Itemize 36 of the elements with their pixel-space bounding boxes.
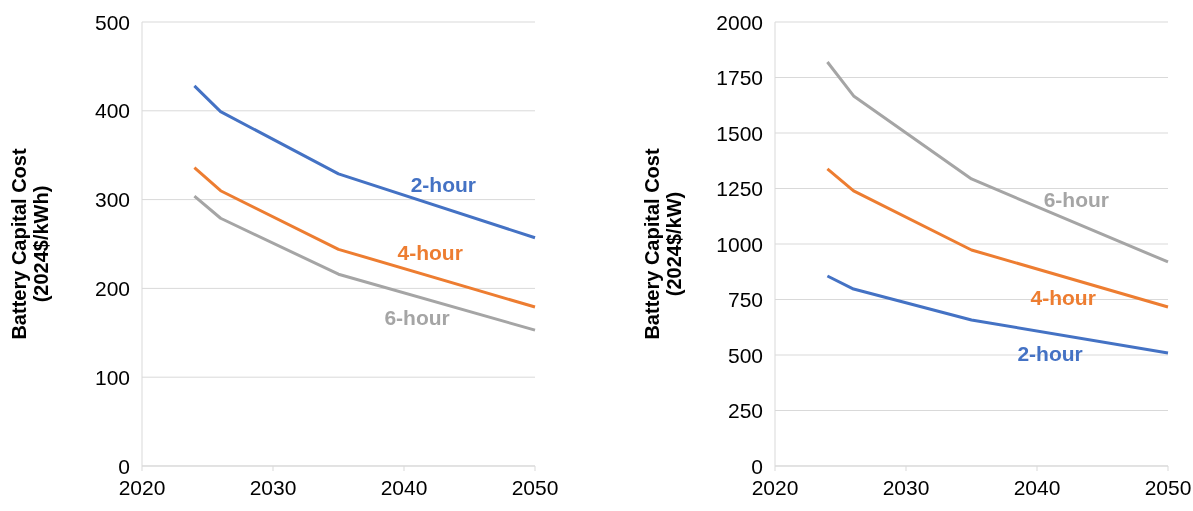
line-series [192, 84, 537, 240]
x-tick-label: 2020 [751, 476, 799, 499]
x-tick-label: 2050 [511, 476, 559, 499]
series-label: 2-hour [1017, 342, 1083, 366]
x-tick-label: 2030 [882, 476, 930, 499]
series-label: 6-hour [1043, 188, 1109, 212]
line-series [825, 167, 1170, 309]
y-tick-label: 1500 [716, 121, 763, 145]
y-axis-title: Battery Capital Cost (2024$/kW) [641, 148, 685, 340]
x-tick-label: 2020 [118, 476, 166, 499]
y-tick-label: 500 [727, 343, 763, 367]
y-tick-label: 300 [94, 188, 130, 212]
x-tick-label: 2030 [249, 476, 297, 499]
y-axis-title: Battery Capital Cost (2024$/kWh) [8, 148, 52, 340]
y-tick-label: 500 [94, 10, 130, 34]
y-tick-label: 750 [727, 288, 763, 311]
y-tick-label: 200 [94, 276, 130, 300]
y-tick-label: 100 [94, 365, 130, 389]
y-tick-label: 400 [94, 99, 130, 123]
series-label: 4-hour [1030, 285, 1096, 309]
line-series [192, 166, 537, 309]
x-tick-label: 2040 [380, 476, 428, 499]
y-tick-label: 1250 [716, 177, 763, 200]
series-label: 4-hour [397, 241, 463, 265]
x-tick-label: 2040 [1013, 476, 1061, 499]
y-tick-label: 2000 [716, 10, 763, 34]
y-tick-label: 0 [118, 454, 130, 478]
y-tick-label: 0 [751, 454, 763, 478]
line-series [825, 60, 1170, 264]
x-tick-label: 2050 [1144, 476, 1192, 499]
y-tick-label: 1000 [716, 232, 763, 256]
series-label: 2-hour [410, 172, 476, 196]
y-tick-label: 1750 [716, 66, 763, 89]
line-series [192, 194, 537, 332]
y-tick-label: 250 [727, 399, 763, 422]
series-label: 6-hour [384, 305, 450, 329]
